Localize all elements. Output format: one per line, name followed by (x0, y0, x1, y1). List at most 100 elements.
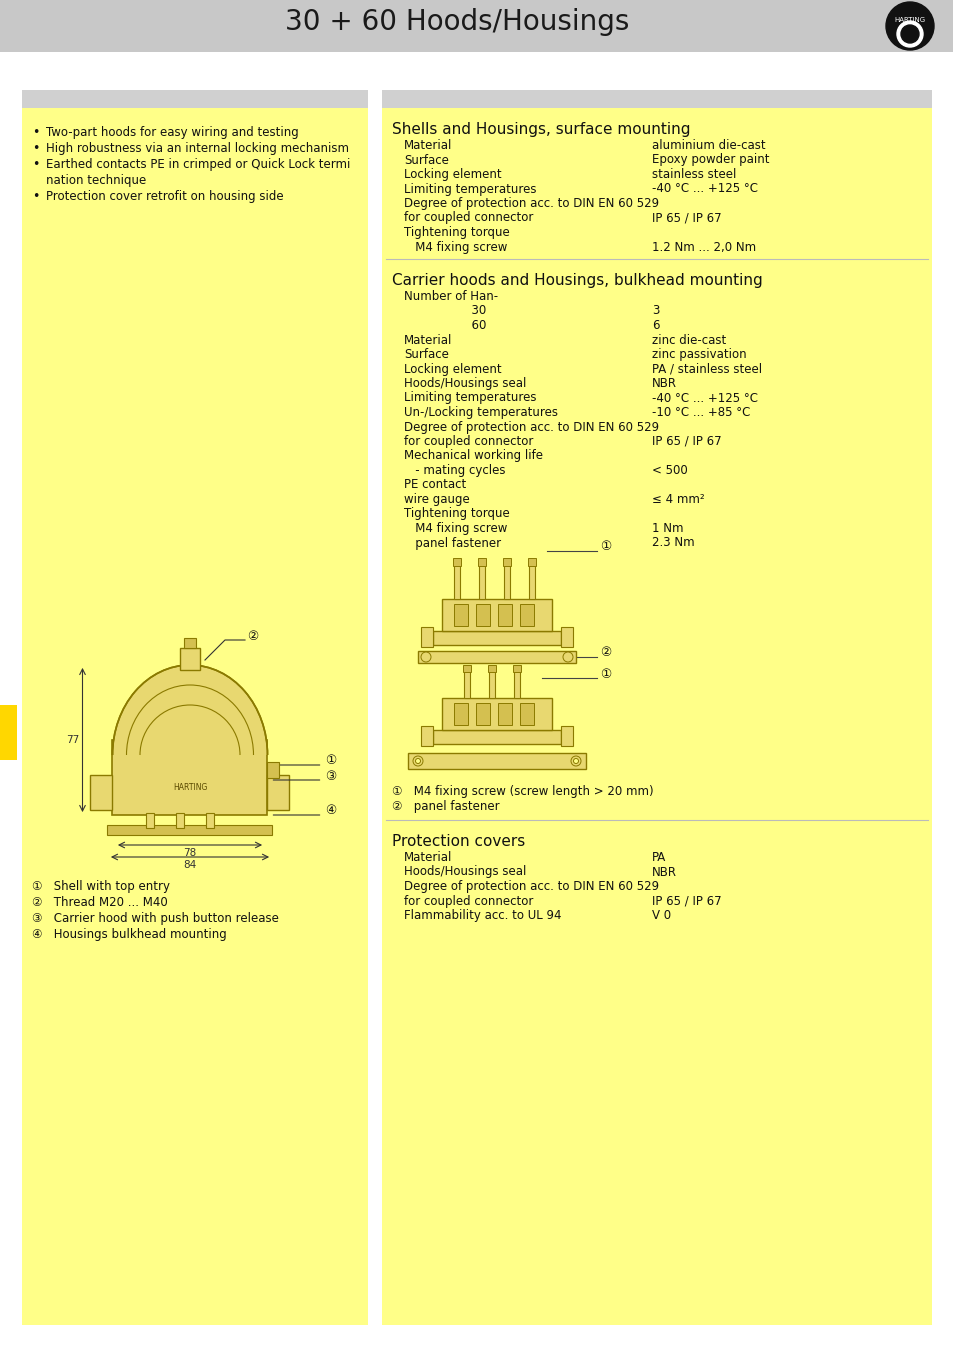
Bar (489, 670, 495, 698)
Text: < 500: < 500 (651, 464, 687, 477)
Bar (454, 703, 468, 725)
Text: •: • (32, 158, 39, 171)
Bar (519, 603, 534, 626)
Text: ≤ 4 mm²: ≤ 4 mm² (651, 493, 704, 506)
Bar (502, 558, 511, 566)
Text: for coupled connector: for coupled connector (403, 212, 533, 224)
Text: Degree of protection acc. to DIN EN 60 529: Degree of protection acc. to DIN EN 60 5… (403, 420, 659, 433)
Bar (112, 740, 267, 815)
Bar (519, 703, 534, 725)
Text: Limiting temperatures: Limiting temperatures (403, 392, 536, 405)
Text: Surface: Surface (403, 154, 449, 166)
Text: HARTING: HARTING (894, 18, 924, 23)
Text: Degree of protection acc. to DIN EN 60 529: Degree of protection acc. to DIN EN 60 5… (403, 880, 659, 892)
Text: ②: ② (247, 629, 258, 643)
Text: panel fastener: panel fastener (403, 536, 500, 549)
Text: -10 °C ... +85 °C: -10 °C ... +85 °C (651, 406, 750, 418)
Bar (560, 726, 573, 747)
Bar (267, 775, 289, 810)
Circle shape (562, 652, 573, 662)
Bar (476, 603, 490, 626)
Polygon shape (112, 666, 267, 755)
Text: zinc die-cast: zinc die-cast (651, 333, 725, 347)
Text: ④: ④ (325, 805, 336, 818)
Bar (527, 558, 536, 566)
Text: HARTING: HARTING (172, 783, 207, 792)
Bar (175, 813, 184, 828)
Text: Surface: Surface (403, 348, 449, 360)
Bar (477, 558, 485, 566)
Text: Un-/Locking temperatures: Un-/Locking temperatures (403, 406, 558, 418)
Text: Carrier hoods and Housings, bulkhead mounting: Carrier hoods and Housings, bulkhead mou… (392, 273, 762, 288)
Text: Locking element: Locking element (403, 167, 501, 181)
Bar (454, 564, 459, 599)
Text: 1.2 Nm ... 2,0 Nm: 1.2 Nm ... 2,0 Nm (651, 240, 756, 254)
Text: -40 °C ... +125 °C: -40 °C ... +125 °C (651, 182, 758, 196)
Text: Flammability acc. to UL 94: Flammability acc. to UL 94 (403, 909, 561, 922)
Circle shape (896, 22, 923, 47)
Text: ②   panel fastener: ② panel fastener (392, 801, 499, 813)
Text: IP 65 / IP 67: IP 65 / IP 67 (651, 212, 720, 224)
Text: Protection covers: Protection covers (392, 834, 525, 849)
Bar (22, 90, 368, 108)
Text: - mating cycles: - mating cycles (403, 464, 505, 477)
Text: nation technique: nation technique (46, 174, 146, 188)
Bar (267, 761, 279, 778)
Text: aluminium die-cast: aluminium die-cast (651, 139, 765, 153)
Circle shape (420, 652, 431, 662)
Text: NBR: NBR (651, 865, 677, 879)
Bar (462, 666, 471, 672)
Bar (420, 626, 433, 647)
Text: ③: ③ (325, 769, 336, 783)
Text: IP 65 / IP 67: IP 65 / IP 67 (651, 895, 720, 907)
Bar (184, 639, 195, 648)
Bar (0, 705, 17, 760)
Bar (497, 603, 512, 626)
Text: 84: 84 (183, 860, 196, 869)
Text: PA / stainless steel: PA / stainless steel (651, 363, 761, 375)
Text: Mechanical working life: Mechanical working life (403, 450, 542, 463)
Text: Tightening torque: Tightening torque (403, 508, 509, 521)
Text: 30 + 60 Hoods/Housings: 30 + 60 Hoods/Housings (285, 8, 629, 36)
Circle shape (416, 759, 420, 764)
Text: M4 fixing screw: M4 fixing screw (403, 240, 507, 254)
Text: ①: ① (599, 667, 611, 680)
Text: IP 65 / IP 67: IP 65 / IP 67 (651, 435, 720, 448)
Bar (488, 666, 496, 672)
Text: 77: 77 (66, 734, 79, 745)
Text: Material: Material (403, 139, 452, 153)
Text: Material: Material (403, 333, 452, 347)
Text: 78: 78 (183, 848, 196, 859)
Text: V 0: V 0 (651, 909, 670, 922)
Text: Protection cover retrofit on housing side: Protection cover retrofit on housing sid… (46, 190, 283, 202)
Text: for coupled connector: for coupled connector (403, 895, 533, 907)
Bar (453, 558, 460, 566)
Bar (108, 825, 273, 836)
Text: Earthed contacts PE in crimped or Quick Lock termi: Earthed contacts PE in crimped or Quick … (46, 158, 350, 171)
Circle shape (571, 756, 580, 765)
Bar (476, 703, 490, 725)
Bar (146, 813, 153, 828)
Bar (441, 698, 552, 730)
Bar (503, 564, 510, 599)
Text: 1 Nm: 1 Nm (651, 522, 682, 535)
Text: ②   Thread M20 ... M40: ② Thread M20 ... M40 (32, 896, 168, 909)
Bar (206, 813, 213, 828)
Text: ③   Carrier hood with push button release: ③ Carrier hood with push button release (32, 913, 278, 925)
Text: Tightening torque: Tightening torque (403, 225, 509, 239)
Bar (381, 108, 931, 1324)
Text: Shells and Housings, surface mounting: Shells and Housings, surface mounting (392, 122, 690, 136)
Text: NBR: NBR (651, 377, 677, 390)
Text: wire gauge: wire gauge (403, 493, 469, 506)
Bar (497, 703, 512, 725)
Bar (417, 651, 576, 663)
Bar (433, 630, 560, 645)
Bar (91, 775, 112, 810)
Circle shape (413, 756, 422, 765)
Bar (0, 0, 953, 53)
Text: 2.3 Nm: 2.3 Nm (651, 536, 694, 549)
Text: Epoxy powder paint: Epoxy powder paint (651, 154, 769, 166)
Bar (454, 603, 468, 626)
Bar (408, 753, 585, 769)
Text: ④   Housings bulkhead mounting: ④ Housings bulkhead mounting (32, 927, 227, 941)
